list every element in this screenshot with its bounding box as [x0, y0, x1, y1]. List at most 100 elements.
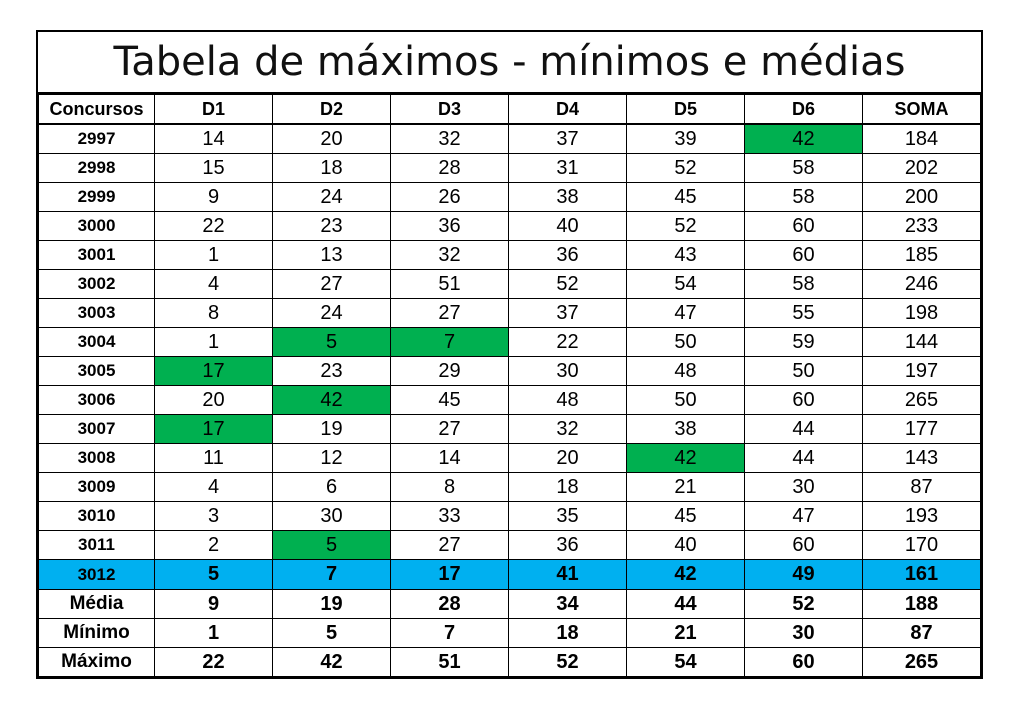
cell-d2: 19 — [272, 589, 391, 619]
row-label: 3004 — [38, 327, 155, 357]
cell-d3: 27 — [390, 530, 509, 560]
row-label: 3009 — [38, 472, 155, 502]
cell-d1: 2 — [154, 530, 273, 560]
cell-soma: 87 — [862, 472, 981, 502]
cell-d6: 42 — [744, 123, 863, 154]
cell-d3: 26 — [390, 182, 509, 212]
cell-d3: 8 — [390, 472, 509, 502]
table-row: 3008 11 12 14 20 42 44 143 — [38, 443, 981, 473]
cell-d1: 1 — [154, 327, 273, 357]
row-label: Média — [38, 589, 155, 619]
cell-d3: 51 — [390, 269, 509, 299]
cell-d2: 5 — [272, 618, 391, 648]
cell-soma: 170 — [862, 530, 981, 560]
cell-d5: 52 — [626, 211, 745, 241]
cell-d2: 23 — [272, 356, 391, 386]
cell-d4: 36 — [508, 530, 627, 560]
cell-d3: 51 — [390, 647, 509, 677]
cell-soma: 265 — [862, 647, 981, 677]
cell-d1: 5 — [154, 559, 273, 590]
cell-d6: 30 — [744, 618, 863, 648]
cell-d2: 12 — [272, 443, 391, 473]
cell-d5: 44 — [626, 589, 745, 619]
cell-d5: 48 — [626, 356, 745, 386]
cell-d2: 18 — [272, 153, 391, 183]
table-row: 3003 8 24 27 37 47 55 198 — [38, 298, 981, 328]
cell-d6: 50 — [744, 356, 863, 386]
row-label: Mínimo — [38, 618, 155, 648]
cell-soma: 143 — [862, 443, 981, 473]
cell-d1: 20 — [154, 385, 273, 415]
cell-d1: 11 — [154, 443, 273, 473]
cell-d5: 38 — [626, 414, 745, 444]
row-label: Máximo — [38, 647, 155, 677]
cell-d1: 1 — [154, 618, 273, 648]
current-draw-row: 3012 5 7 17 41 42 49 161 — [38, 559, 981, 590]
cell-d3: 32 — [390, 240, 509, 270]
cell-d1: 22 — [154, 211, 273, 241]
cell-d5: 40 — [626, 530, 745, 560]
cell-d5: 52 — [626, 153, 745, 183]
cell-d4: 18 — [508, 618, 627, 648]
cell-d2: 30 — [272, 501, 391, 531]
cell-d3: 28 — [390, 153, 509, 183]
cell-d1: 17 — [154, 414, 273, 444]
cell-d6: 30 — [744, 472, 863, 502]
table-row: 3006 20 42 45 48 50 60 265 — [38, 385, 981, 415]
table-header: Concursos D1 D2 D3 D4 D5 D6 SOMA — [38, 94, 981, 125]
cell-d6: 60 — [744, 211, 863, 241]
cell-d3: 14 — [390, 443, 509, 473]
cell-soma: 197 — [862, 356, 981, 386]
cell-d4: 37 — [508, 298, 627, 328]
cell-d5: 50 — [626, 385, 745, 415]
cell-d6: 58 — [744, 182, 863, 212]
cell-d3: 27 — [390, 298, 509, 328]
cell-d5: 42 — [626, 443, 745, 473]
cell-d2: 42 — [272, 385, 391, 415]
table-row: 3001 1 13 32 36 43 60 185 — [38, 240, 981, 270]
cell-d5: 47 — [626, 298, 745, 328]
table-row: 3000 22 23 36 40 52 60 233 — [38, 211, 981, 241]
cell-d5: 54 — [626, 269, 745, 299]
cell-soma: 265 — [862, 385, 981, 415]
table-row: 3005 17 23 29 30 48 50 197 — [38, 356, 981, 386]
cell-d6: 55 — [744, 298, 863, 328]
row-label: 3000 — [38, 211, 155, 241]
cell-d1: 14 — [154, 123, 273, 154]
cell-d2: 19 — [272, 414, 391, 444]
cell-d4: 40 — [508, 211, 627, 241]
header-soma: SOMA — [862, 94, 981, 125]
cell-d1: 15 — [154, 153, 273, 183]
cell-d4: 38 — [508, 182, 627, 212]
cell-d6: 60 — [744, 385, 863, 415]
cell-soma: 188 — [862, 589, 981, 619]
cell-d5: 54 — [626, 647, 745, 677]
row-label: 3006 — [38, 385, 155, 415]
stat-row-maximo: Máximo 22 42 51 52 54 60 265 — [38, 647, 981, 677]
cell-d1: 17 — [154, 356, 273, 386]
cell-d3: 36 — [390, 211, 509, 241]
cell-soma: 198 — [862, 298, 981, 328]
table-row: 3004 1 5 7 22 50 59 144 — [38, 327, 981, 357]
cell-d3: 17 — [390, 559, 509, 590]
cell-d2: 13 — [272, 240, 391, 270]
row-label: 3001 — [38, 240, 155, 270]
row-label: 3010 — [38, 501, 155, 531]
cell-soma: 246 — [862, 269, 981, 299]
cell-d1: 22 — [154, 647, 273, 677]
cell-d2: 42 — [272, 647, 391, 677]
cell-d4: 18 — [508, 472, 627, 502]
cell-soma: 202 — [862, 153, 981, 183]
table-row: 2999 9 24 26 38 45 58 200 — [38, 182, 981, 212]
cell-soma: 193 — [862, 501, 981, 531]
cell-d5: 45 — [626, 182, 745, 212]
cell-d5: 45 — [626, 501, 745, 531]
cell-d2: 6 — [272, 472, 391, 502]
cell-d3: 32 — [390, 123, 509, 154]
header-d6: D6 — [744, 94, 863, 125]
stat-row-media: Média 9 19 28 34 44 52 188 — [38, 589, 981, 619]
cell-d6: 47 — [744, 501, 863, 531]
cell-d2: 5 — [272, 327, 391, 357]
cell-d6: 52 — [744, 589, 863, 619]
table-row: 3010 3 30 33 35 45 47 193 — [38, 501, 981, 531]
